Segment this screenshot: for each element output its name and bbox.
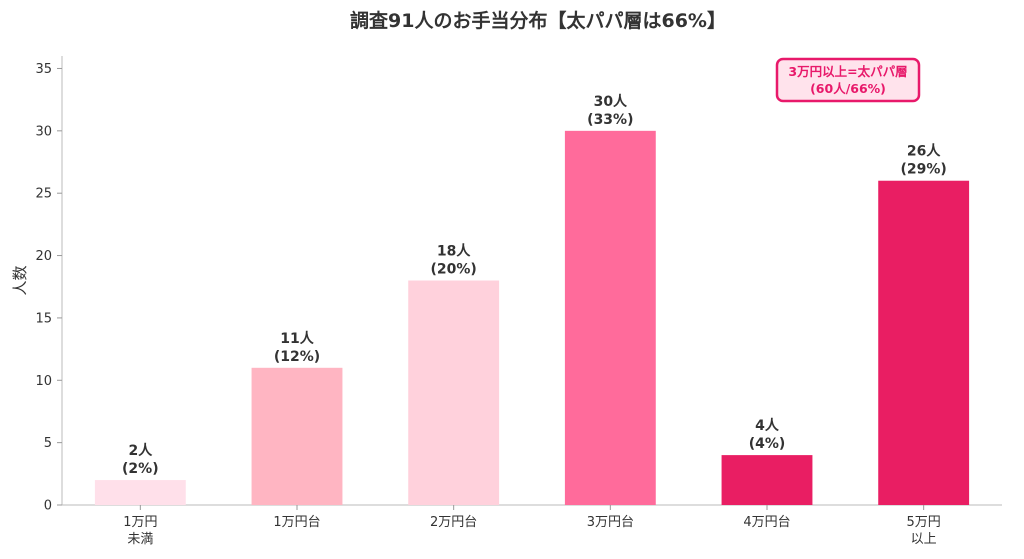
y-tick-label: 20: [35, 249, 52, 264]
data-label: 11人(12%): [274, 330, 320, 365]
y-tick-label: 0: [44, 499, 52, 514]
chart-title: 調査91人のお手当分布【太パパ層は66%】: [350, 9, 726, 32]
y-axis-label: 人数: [11, 265, 29, 295]
data-label: 18人(20%): [431, 243, 477, 278]
data-label: 4人(4%): [749, 417, 786, 452]
data-label: 26人(29%): [901, 143, 947, 178]
annotation-box: 3万円以上=太パパ層(60人/66%): [775, 57, 921, 103]
bar: [94, 480, 186, 505]
y-tick-label: 10: [35, 374, 52, 389]
y-tick-label: 25: [35, 187, 52, 202]
x-tick-label: 2万円台: [430, 515, 477, 530]
data-label: 2人(2%): [122, 442, 159, 477]
bar: [721, 455, 813, 505]
bar: [564, 130, 656, 506]
data-label: 30人(33%): [587, 93, 633, 128]
annotation-frame: [775, 57, 921, 103]
x-tick-label: 4万円台: [743, 515, 790, 530]
y-tick-label: 5: [44, 436, 52, 451]
y-tick-label: 15: [35, 311, 52, 326]
data-labels: 2人(2%) 11人(12%) 18人(20%) 30人(33%) 4人(4%) 26人(…: [122, 93, 947, 477]
y-tick-label: 35: [35, 62, 52, 77]
axes: 0 5 10 15 20 25 30 35 人数 1万円未満 1万円台 2万円台 3万円台 4万円台 5万円…: [11, 56, 1002, 547]
x-tick-label: 5万円以上: [907, 515, 941, 547]
y-tick-label: 30: [35, 124, 52, 139]
x-tick-label: 1万円台: [273, 515, 320, 530]
bar: [251, 367, 343, 505]
x-tick-label: 3万円台: [587, 515, 634, 530]
annotation-text: 3万円以上=太パパ層(60人/66%): [788, 64, 907, 96]
bar: [408, 280, 500, 505]
bar: [878, 180, 970, 505]
x-tick-label: 1万円未満: [123, 515, 157, 547]
bars: [94, 130, 970, 506]
